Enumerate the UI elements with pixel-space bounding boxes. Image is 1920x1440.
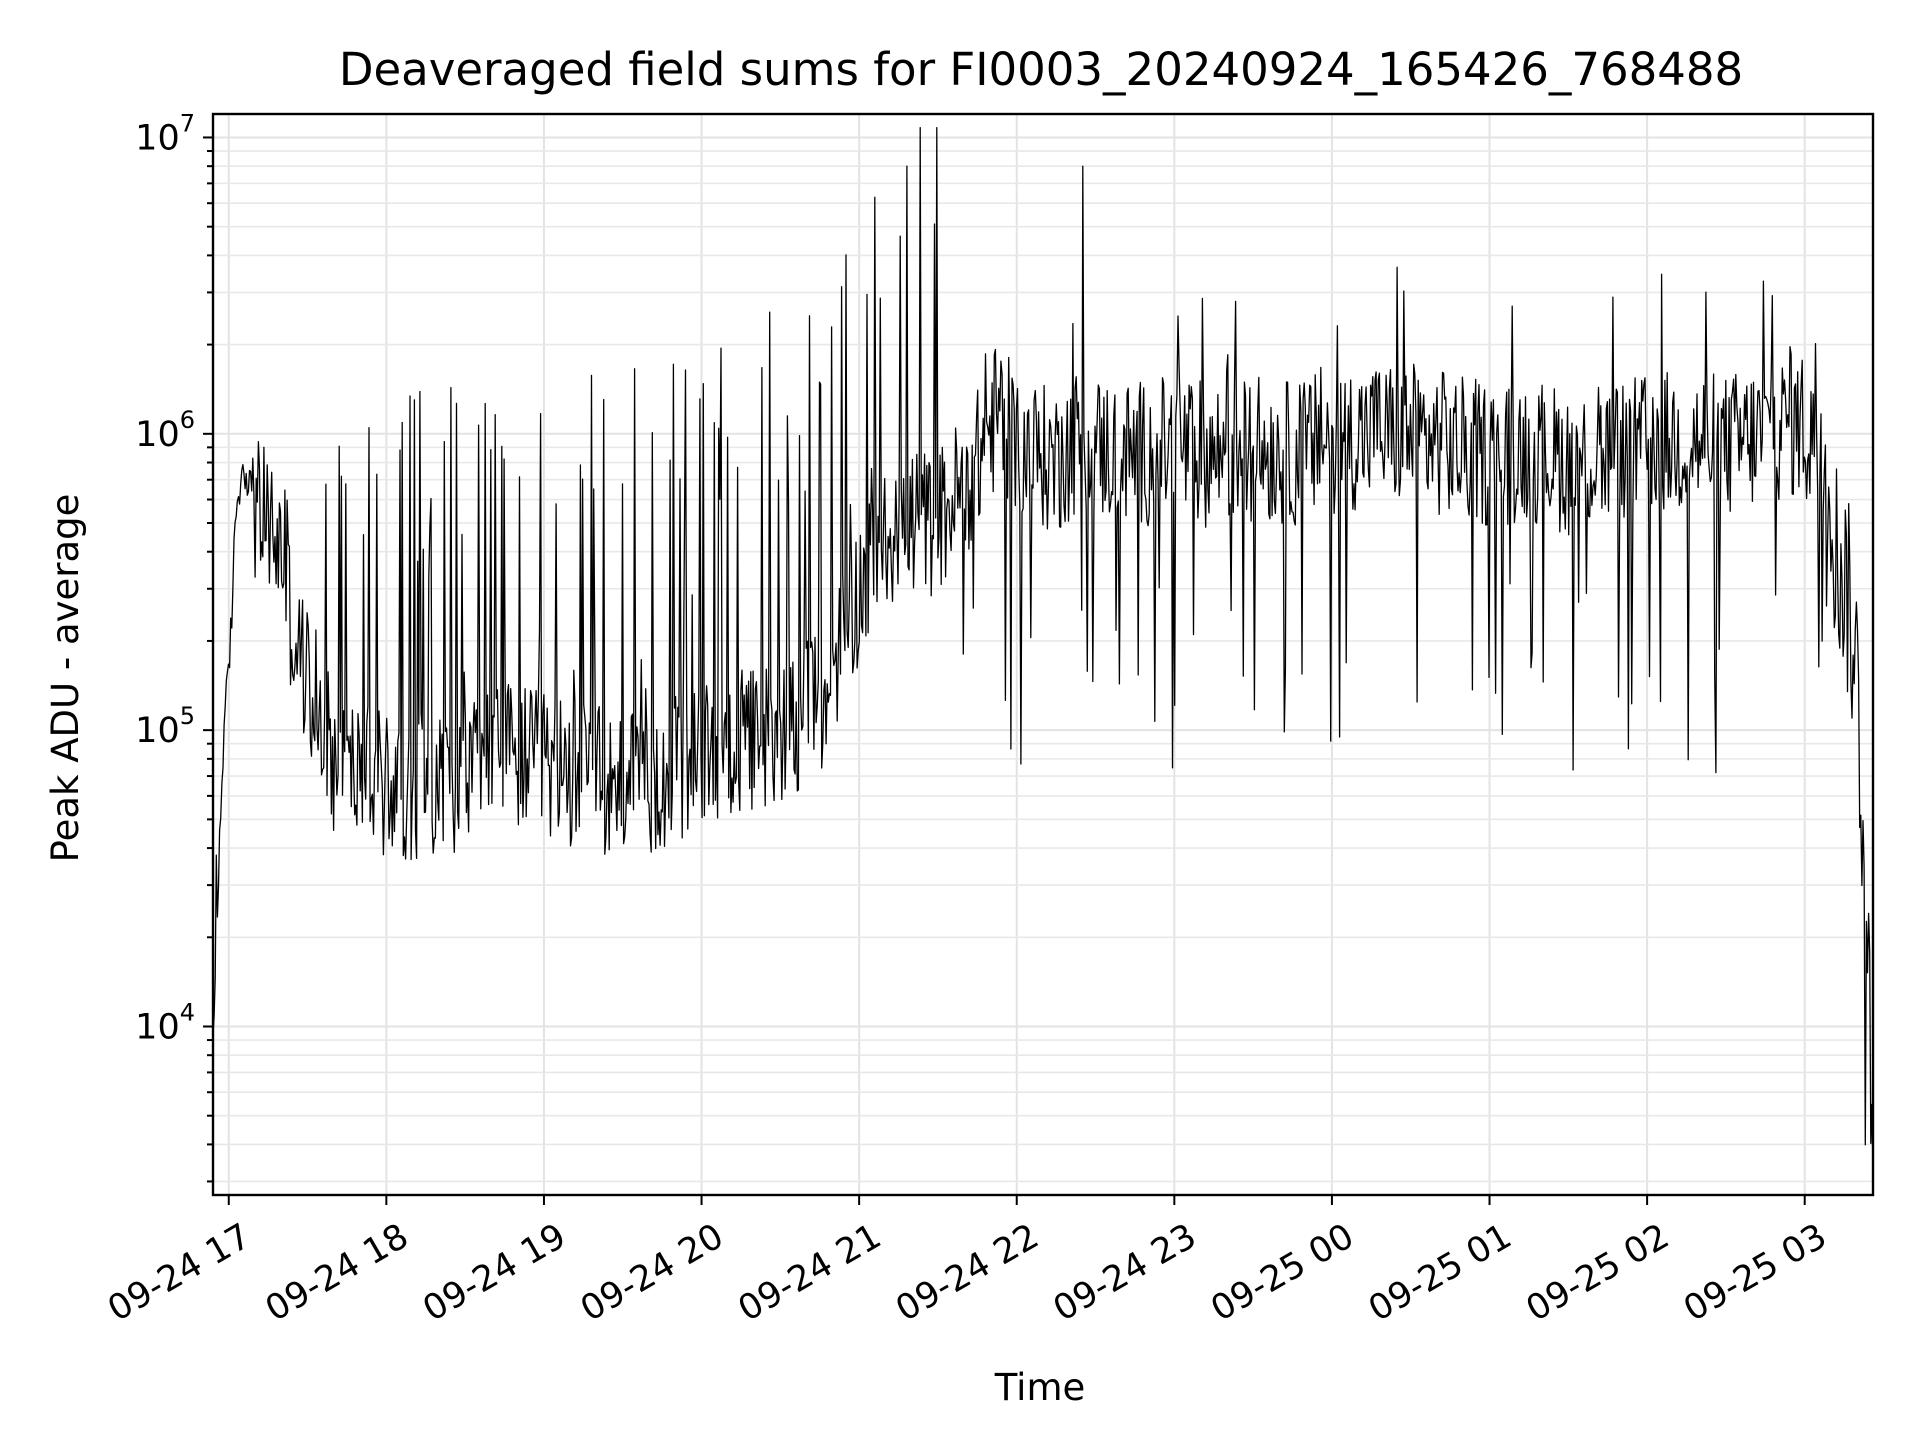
series-line [212,126,1874,1172]
y-tick-label: 107 [135,109,195,158]
y-tick-label: 106 [135,406,195,455]
grid [213,114,1873,1195]
plot-frame [211,112,1875,1197]
y-tick-label: 105 [135,702,195,751]
y-tick-label: 104 [135,998,195,1047]
x-axis-label: Time [994,1366,1086,1409]
y-axis-label: Peak ADU - average [44,494,87,863]
chart-title: Deaveraged field sums for FI0003_2024092… [339,43,1743,96]
y-axis: 104 105 106 107 [135,109,213,1183]
